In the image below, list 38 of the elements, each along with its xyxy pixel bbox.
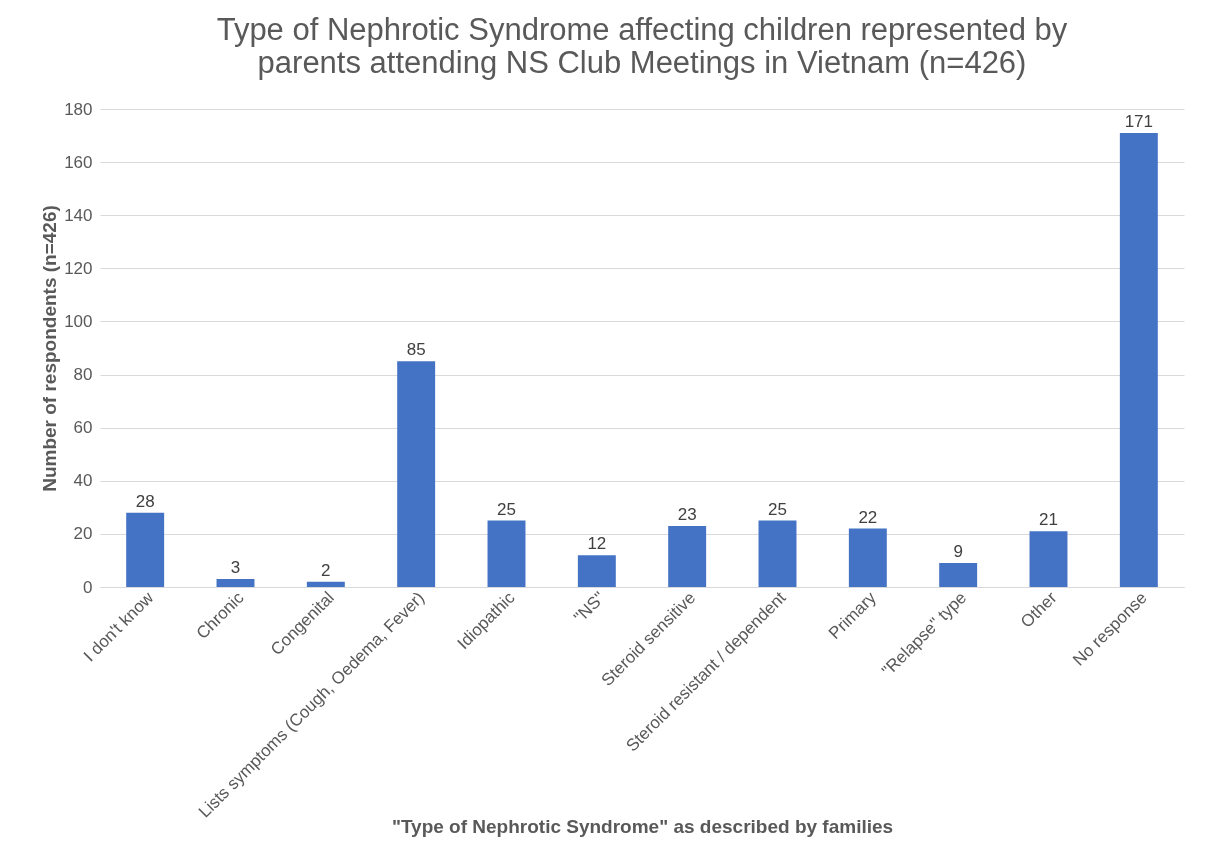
bar [848, 528, 887, 587]
bar [397, 361, 436, 587]
x-tick-label: "NS" [570, 588, 609, 627]
y-axis-title: Number of respondents (n=426) [39, 205, 61, 492]
bar [577, 555, 616, 587]
data-label: 25 [497, 499, 516, 519]
bar [758, 520, 797, 587]
y-tick-label: 80 [73, 365, 93, 385]
y-tick-label: 100 [64, 311, 93, 331]
data-label: 9 [953, 542, 963, 562]
data-label: 12 [587, 534, 607, 554]
chart-title: Type of Nephrotic Syndrome affecting children represented by parents attending NS Club Meetings in Vietnam (n=426) [216, 12, 1068, 80]
y-tick-label: 140 [64, 205, 93, 225]
bar [126, 512, 165, 587]
data-label: 171 [1124, 111, 1154, 131]
x-axis-title: "Type of Nephrotic Syndrome" as described by families [391, 815, 894, 837]
data-label: 25 [768, 499, 787, 519]
data-label: 28 [135, 491, 155, 511]
y-tick-label: 180 [64, 99, 93, 119]
data-label: 22 [858, 507, 878, 527]
bar [668, 525, 707, 587]
y-tick-label: 40 [73, 471, 93, 491]
data-label: 2 [321, 560, 331, 580]
data-label: 85 [406, 340, 426, 360]
y-tick-label: 60 [73, 418, 93, 438]
y-tick-label: 120 [64, 258, 93, 278]
bar [487, 520, 526, 587]
bar [216, 579, 255, 587]
bar [306, 581, 345, 587]
data-label: 23 [677, 504, 697, 524]
data-label: 21 [1039, 510, 1058, 530]
y-tick-label: 160 [64, 152, 93, 172]
bar [1029, 531, 1068, 587]
y-tick-label: 20 [73, 524, 93, 544]
y-tick-label: 0 [83, 577, 93, 597]
bar [1119, 132, 1158, 587]
data-label: 3 [230, 558, 241, 578]
bar [939, 563, 978, 587]
